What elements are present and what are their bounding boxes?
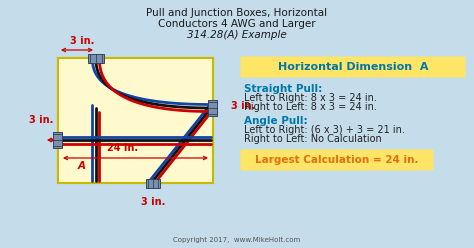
- Text: Right to Left: No Calculation: Right to Left: No Calculation: [244, 134, 382, 144]
- Bar: [209, 100, 218, 116]
- Text: 24 in.: 24 in.: [108, 143, 138, 153]
- Text: Left to Right: (6 x 3) + 3 = 21 in.: Left to Right: (6 x 3) + 3 = 21 in.: [244, 125, 405, 135]
- Text: Horizontal Dimension  A: Horizontal Dimension A: [278, 62, 428, 72]
- Text: 3 in.: 3 in.: [141, 197, 165, 207]
- Text: 3 in.: 3 in.: [70, 36, 94, 46]
- FancyBboxPatch shape: [240, 150, 434, 171]
- Text: Left to Right: 8 x 3 = 24 in.: Left to Right: 8 x 3 = 24 in.: [244, 93, 377, 103]
- Bar: [146, 179, 160, 187]
- Text: 3 in.: 3 in.: [231, 101, 255, 111]
- Text: Conductors 4 AWG and Larger: Conductors 4 AWG and Larger: [158, 19, 316, 29]
- Text: Pull and Junction Boxes, Horizontal: Pull and Junction Boxes, Horizontal: [146, 8, 328, 18]
- Text: 3 in.: 3 in.: [28, 115, 53, 125]
- Bar: [54, 132, 63, 148]
- Text: 314.28(A) Example: 314.28(A) Example: [187, 30, 287, 40]
- Bar: [88, 54, 104, 62]
- FancyBboxPatch shape: [240, 57, 465, 77]
- Text: Largest Calculation = 24 in.: Largest Calculation = 24 in.: [255, 155, 419, 165]
- Text: Straight Pull:: Straight Pull:: [244, 84, 322, 94]
- Text: A: A: [78, 161, 86, 171]
- Bar: [58, 58, 213, 183]
- Text: Right to Left: 8 x 3 = 24 in.: Right to Left: 8 x 3 = 24 in.: [244, 102, 377, 112]
- Text: Angle Pull:: Angle Pull:: [244, 116, 308, 126]
- Text: Copyright 2017,  www.MikeHolt.com: Copyright 2017, www.MikeHolt.com: [173, 237, 301, 243]
